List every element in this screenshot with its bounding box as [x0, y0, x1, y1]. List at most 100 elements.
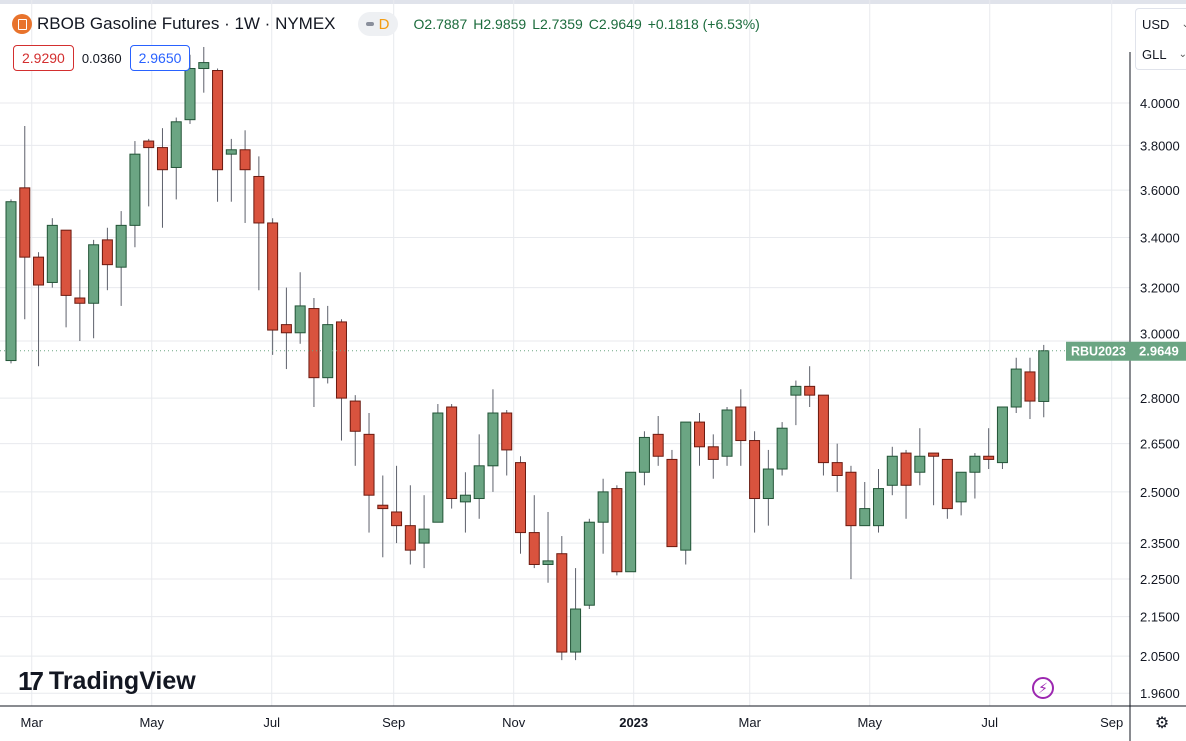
candle [487, 389, 499, 492]
candle [666, 449, 678, 548]
candle-body-up [597, 491, 609, 523]
candle [873, 469, 885, 533]
candle [501, 410, 513, 476]
candle [212, 68, 224, 202]
candle [542, 511, 554, 583]
candle-body-down [983, 455, 995, 460]
candle [88, 239, 100, 339]
candle [556, 536, 568, 661]
y-tick-label: 3.6000 [1140, 183, 1180, 198]
candle [707, 434, 719, 479]
lightning-icon[interactable]: ⚡︎ [1032, 677, 1054, 699]
candle-body-up [129, 153, 141, 226]
candle-body-down [253, 175, 265, 224]
candle-body-down [74, 297, 86, 304]
data-status-badge[interactable]: D [357, 12, 398, 36]
candle-body-up [418, 528, 430, 544]
y-tick-label: 3.4000 [1140, 230, 1180, 245]
candle [253, 156, 265, 291]
candle-body-up [459, 494, 471, 503]
chevron-down-icon: ⌄ [1178, 48, 1186, 60]
candle-body-down [349, 400, 361, 432]
candle-body-down [514, 462, 526, 534]
candle [280, 287, 292, 370]
candle-body-down [143, 140, 155, 149]
candle-body-down [501, 412, 513, 451]
candle-body-down [19, 187, 31, 258]
y-tick-label: 3.2000 [1140, 281, 1180, 296]
candle-body-up [996, 406, 1008, 464]
settings-icon[interactable]: ⚙︎ [1154, 715, 1170, 732]
candle [859, 482, 871, 527]
candle-body-up [955, 471, 967, 503]
candle-body-up [776, 427, 788, 470]
gas-pump-icon [12, 14, 32, 34]
last-price-label [1066, 341, 1186, 361]
candle-body-down [446, 406, 458, 500]
candle-body-down [900, 452, 912, 486]
x-tick-label: May [857, 715, 882, 730]
candle [762, 449, 774, 526]
ohlc-readout: O2.7887 H2.9859 L2.7359 C2.9649 +0.1818 … [414, 16, 760, 32]
candle-body-up [721, 409, 733, 457]
candle [143, 138, 155, 207]
candle-body-down [404, 525, 416, 551]
y-tick-label: 2.2500 [1140, 572, 1180, 587]
candle-body-up [487, 412, 499, 467]
candle [570, 568, 582, 661]
buy-button[interactable]: 2.9650 [129, 45, 191, 71]
candle-body-up [762, 468, 774, 500]
candle [996, 406, 1008, 470]
candle-body-down [804, 385, 816, 396]
x-tick-label: Nov [502, 715, 526, 730]
candle [198, 46, 210, 93]
tradingview-logo[interactable]: 17 TradingView [18, 666, 196, 697]
sell-button[interactable]: 2.9290 [13, 45, 74, 71]
candle [74, 269, 86, 342]
candle [721, 407, 733, 466]
candle-body-down [33, 256, 45, 286]
candle-body-up [5, 201, 17, 362]
candle-body-up [873, 488, 885, 527]
candle [19, 126, 31, 320]
candle [391, 465, 403, 544]
candle [239, 130, 251, 223]
y-tick-label: 4.0000 [1140, 96, 1180, 111]
unit-dropdown[interactable]: GLL ⌄ [1136, 39, 1186, 69]
x-tick-label: 2023 [619, 715, 648, 730]
candle-body-up [914, 455, 926, 473]
last-price-value: 2.9649 [1139, 344, 1179, 359]
low-value: L2.7359 [532, 16, 583, 32]
candle-body-down [60, 229, 72, 296]
candle-body-down [831, 462, 843, 476]
candle [611, 485, 623, 576]
high-value: H2.9859 [473, 16, 527, 32]
candle [790, 380, 802, 426]
candle-body-down [749, 440, 761, 500]
candle [1024, 357, 1036, 420]
candle [156, 128, 168, 228]
candle [941, 458, 953, 519]
candle [377, 475, 389, 558]
candle-body-down [556, 553, 568, 653]
y-tick-label: 3.0000 [1140, 327, 1180, 342]
x-tick-label: Jul [981, 715, 998, 730]
candle [886, 446, 898, 496]
candle [363, 413, 375, 533]
y-tick-label: 2.8000 [1140, 391, 1180, 406]
candle-body-up [432, 412, 444, 523]
candle-body-up [680, 421, 692, 551]
candle-body-down [239, 149, 251, 171]
y-tick-label: 3.8000 [1140, 138, 1180, 153]
candle [446, 404, 458, 509]
trade-row: 2.9290 0.0360 2.9650 [13, 45, 191, 71]
candle [115, 211, 127, 306]
candle [831, 443, 843, 492]
candle [60, 229, 72, 328]
candle [432, 404, 444, 523]
unit-label: GLL [1142, 46, 1167, 62]
candle-body-down [267, 222, 279, 331]
currency-dropdown[interactable]: USD ⌄ [1136, 9, 1186, 39]
